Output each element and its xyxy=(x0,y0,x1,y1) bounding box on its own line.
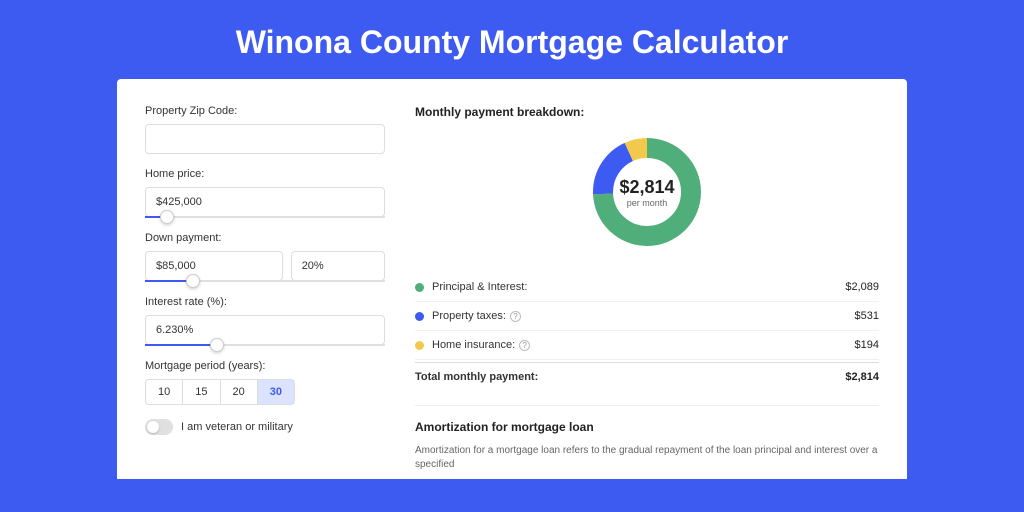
zip-field: Property Zip Code: xyxy=(145,105,385,154)
period-label: Mortgage period (years): xyxy=(145,360,385,372)
rate-label: Interest rate (%): xyxy=(145,296,385,308)
period-btn-10[interactable]: 10 xyxy=(145,379,183,405)
amortization-title: Amortization for mortgage loan xyxy=(415,420,879,434)
legend-dot xyxy=(415,341,424,350)
legend-label: Property taxes:? xyxy=(432,310,855,322)
zip-input[interactable] xyxy=(145,124,385,154)
legend-value: $2,089 xyxy=(845,281,879,293)
legend-row: Home insurance:?$194 xyxy=(415,331,879,360)
legend-label: Home insurance:? xyxy=(432,339,855,351)
breakdown-panel: Monthly payment breakdown: $2,814 per mo… xyxy=(415,105,879,479)
veteran-toggle[interactable] xyxy=(145,419,173,435)
price-label: Home price: xyxy=(145,168,385,180)
down-pct-input[interactable] xyxy=(291,251,385,281)
legend-dot xyxy=(415,283,424,292)
down-slider[interactable] xyxy=(145,280,385,282)
calculator-card: Property Zip Code: Home price: Down paym… xyxy=(117,79,907,479)
rate-slider[interactable] xyxy=(145,344,385,346)
total-label: Total monthly payment: xyxy=(415,371,845,383)
legend-value: $194 xyxy=(855,339,879,351)
donut-chart: $2,814 per month xyxy=(415,133,879,251)
legend-list: Principal & Interest:$2,089Property taxe… xyxy=(415,273,879,391)
legend-row: Principal & Interest:$2,089 xyxy=(415,273,879,302)
down-amount-input[interactable] xyxy=(145,251,283,281)
legend-dot xyxy=(415,312,424,321)
veteran-row: I am veteran or military xyxy=(145,419,385,435)
amortization-section: Amortization for mortgage loan Amortizat… xyxy=(415,405,879,472)
legend-total-row: Total monthly payment:$2,814 xyxy=(415,362,879,391)
legend-label: Principal & Interest: xyxy=(432,281,845,293)
period-btn-15[interactable]: 15 xyxy=(183,379,220,405)
legend-value: $531 xyxy=(855,310,879,322)
page-title: Winona County Mortgage Calculator xyxy=(0,0,1024,79)
price-input[interactable] xyxy=(145,187,385,217)
amortization-text: Amortization for a mortgage loan refers … xyxy=(415,444,879,472)
price-field: Home price: xyxy=(145,168,385,218)
rate-input[interactable] xyxy=(145,315,385,345)
info-icon[interactable]: ? xyxy=(519,340,530,351)
total-value: $2,814 xyxy=(845,371,879,383)
zip-label: Property Zip Code: xyxy=(145,105,385,117)
veteran-label: I am veteran or military xyxy=(181,421,293,433)
down-field: Down payment: xyxy=(145,232,385,282)
price-slider[interactable] xyxy=(145,216,385,218)
period-btn-30[interactable]: 30 xyxy=(258,379,295,405)
form-panel: Property Zip Code: Home price: Down paym… xyxy=(145,105,385,479)
period-btn-20[interactable]: 20 xyxy=(221,379,258,405)
down-label: Down payment: xyxy=(145,232,385,244)
period-field: Mortgage period (years): 10152030 xyxy=(145,360,385,405)
period-group: 10152030 xyxy=(145,379,385,405)
rate-field: Interest rate (%): xyxy=(145,296,385,346)
breakdown-title: Monthly payment breakdown: xyxy=(415,105,879,119)
info-icon[interactable]: ? xyxy=(510,311,521,322)
donut-sublabel: per month xyxy=(627,198,668,208)
legend-row: Property taxes:?$531 xyxy=(415,302,879,331)
donut-total: $2,814 xyxy=(619,177,674,198)
